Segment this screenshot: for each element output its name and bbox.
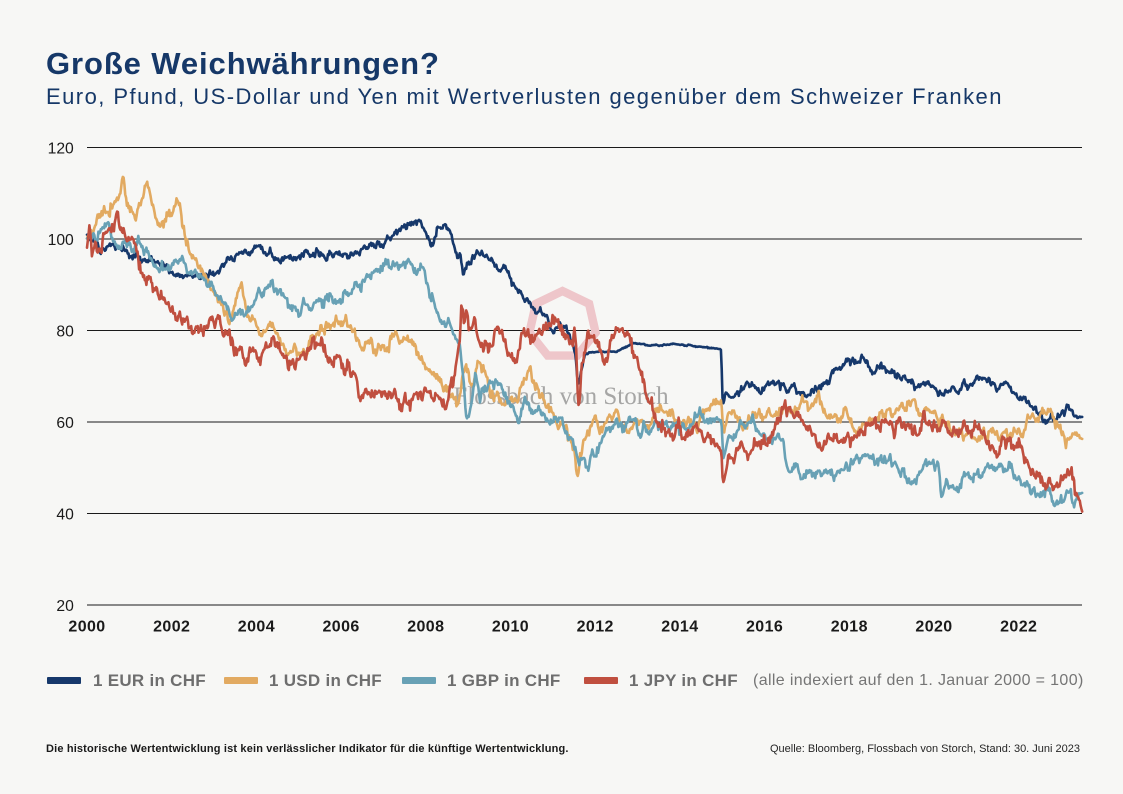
svg-text:2014: 2014 [661, 619, 698, 636]
svg-text:20: 20 [56, 598, 74, 615]
svg-text:2016: 2016 [746, 619, 783, 636]
svg-text:2002: 2002 [153, 619, 190, 636]
svg-text:2008: 2008 [407, 619, 444, 636]
svg-text:2004: 2004 [238, 619, 275, 636]
svg-text:2020: 2020 [915, 619, 952, 636]
svg-text:2010: 2010 [492, 619, 529, 636]
svg-text:2000: 2000 [68, 619, 105, 636]
svg-text:2022: 2022 [1000, 619, 1037, 636]
svg-text:100: 100 [48, 232, 74, 249]
svg-text:60: 60 [56, 415, 74, 432]
svg-text:2018: 2018 [831, 619, 868, 636]
svg-text:2012: 2012 [577, 619, 614, 636]
svg-text:2006: 2006 [322, 619, 359, 636]
svg-text:80: 80 [56, 323, 74, 340]
svg-text:40: 40 [56, 506, 74, 523]
svg-text:120: 120 [48, 140, 74, 157]
